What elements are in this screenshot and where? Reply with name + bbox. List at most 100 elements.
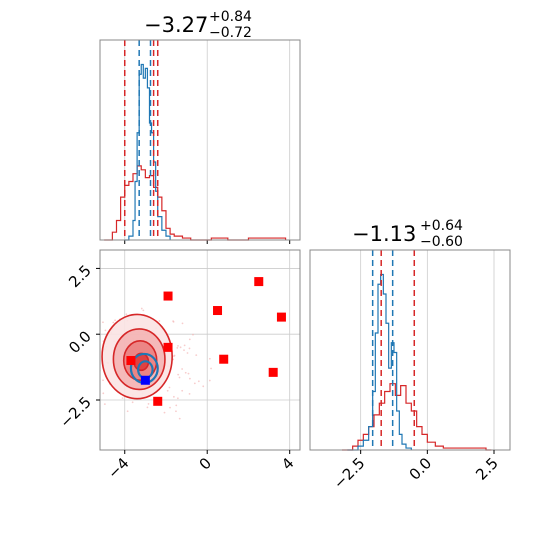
sample-point xyxy=(197,380,200,383)
sample-point xyxy=(166,389,169,392)
sample-point xyxy=(188,392,191,395)
sample-point xyxy=(114,319,117,322)
x-tick-label: −4 xyxy=(104,454,132,482)
param1-upper-error: +0.84 xyxy=(209,9,252,25)
red-square-marker xyxy=(163,342,173,352)
sample-point xyxy=(104,329,107,332)
sample-point xyxy=(177,344,179,347)
panel-frame xyxy=(99,249,301,451)
sample-point xyxy=(178,417,181,420)
param2-median-title: −1.13 xyxy=(352,222,416,246)
sample-point xyxy=(172,395,175,398)
red-square-marker xyxy=(126,356,136,366)
sample-point xyxy=(102,392,105,395)
sample-point xyxy=(208,357,211,360)
sample-point xyxy=(97,363,99,365)
sample-point xyxy=(131,401,134,404)
blue-histogram xyxy=(124,63,171,241)
sample-point xyxy=(92,365,94,367)
sample-point xyxy=(193,382,196,385)
sample-point xyxy=(91,382,93,384)
x-tick-label: 0.0 xyxy=(406,454,436,484)
sample-point xyxy=(102,321,104,324)
sample-point xyxy=(169,406,171,409)
sample-point xyxy=(186,352,189,354)
sample-point xyxy=(176,347,179,349)
sample-point xyxy=(175,410,177,413)
sample-point xyxy=(85,351,87,353)
panel-frame xyxy=(309,249,511,451)
sample-point xyxy=(93,358,95,360)
sample-point xyxy=(210,367,212,370)
red-square-marker xyxy=(254,277,264,287)
sample-point xyxy=(178,376,181,379)
histogram-panel-param1: −3.27 +0.84 −0.72 xyxy=(99,9,301,244)
sample-point xyxy=(177,373,180,376)
param2-lower-error: −0.60 xyxy=(420,234,463,250)
y-tick-label: −2.5 xyxy=(56,393,94,431)
sample-point xyxy=(158,320,161,322)
sample-point xyxy=(188,377,191,380)
sample-point xyxy=(168,386,171,389)
sample-point xyxy=(87,362,89,364)
sample-point xyxy=(188,338,191,341)
sample-point xyxy=(163,411,166,414)
sample-point xyxy=(102,379,104,382)
sample-point xyxy=(82,375,84,377)
sample-point xyxy=(187,372,190,375)
sample-point xyxy=(176,397,179,400)
red-histogram xyxy=(104,165,287,241)
sample-point xyxy=(173,354,176,357)
sample-point xyxy=(126,410,129,413)
x-tick-label: 2.5 xyxy=(472,454,502,484)
scatter-panel-2d: −4 0 4 2.5 0.0 −2.5 xyxy=(56,249,301,482)
red-square-marker xyxy=(213,306,223,316)
sample-point xyxy=(181,368,184,370)
sample-point xyxy=(140,307,143,310)
sample-point xyxy=(175,404,178,407)
x-tick-label: 0 xyxy=(196,454,215,473)
sample-point xyxy=(208,379,211,382)
sample-point xyxy=(121,397,124,399)
panel-frame xyxy=(99,39,301,241)
param1-lower-error: −0.72 xyxy=(209,25,252,41)
sample-point xyxy=(85,366,87,368)
sample-point xyxy=(96,395,98,397)
sample-point xyxy=(188,347,191,350)
x-tick-label: −2.5 xyxy=(330,454,368,492)
sample-point xyxy=(88,352,90,354)
sample-point xyxy=(195,354,198,357)
sample-point xyxy=(96,376,98,378)
sample-point xyxy=(181,389,184,392)
sample-point xyxy=(112,321,115,324)
sample-point xyxy=(147,403,150,405)
blue-histogram xyxy=(347,273,412,451)
x-tick-label: 4 xyxy=(278,454,297,473)
sample-point xyxy=(83,356,85,358)
sample-point xyxy=(192,333,194,336)
sample-point xyxy=(184,371,187,374)
sample-point xyxy=(183,344,186,347)
red-square-marker xyxy=(219,354,229,364)
red-square-marker xyxy=(163,291,173,301)
red-square-marker xyxy=(276,312,286,322)
red-histogram xyxy=(342,383,492,451)
sample-point xyxy=(125,313,128,316)
plot-area xyxy=(71,250,300,450)
sample-point xyxy=(179,346,182,349)
sample-point xyxy=(142,309,145,312)
param2-upper-error: +0.64 xyxy=(420,218,463,234)
red-square-marker xyxy=(268,367,278,377)
sample-point xyxy=(90,356,92,358)
sample-point xyxy=(88,381,90,383)
blue-square-marker xyxy=(140,375,150,385)
sample-point xyxy=(181,322,184,325)
param1-median-title: −3.27 xyxy=(144,13,208,37)
sample-point xyxy=(71,377,73,379)
sample-point xyxy=(90,345,92,347)
sample-point xyxy=(103,403,106,406)
sample-point xyxy=(146,406,149,409)
histogram-panel-param2: −1.13 +0.64 −0.60 −2.5 0.0 2.5 xyxy=(309,218,511,493)
y-tick-label: 0.0 xyxy=(65,327,95,357)
